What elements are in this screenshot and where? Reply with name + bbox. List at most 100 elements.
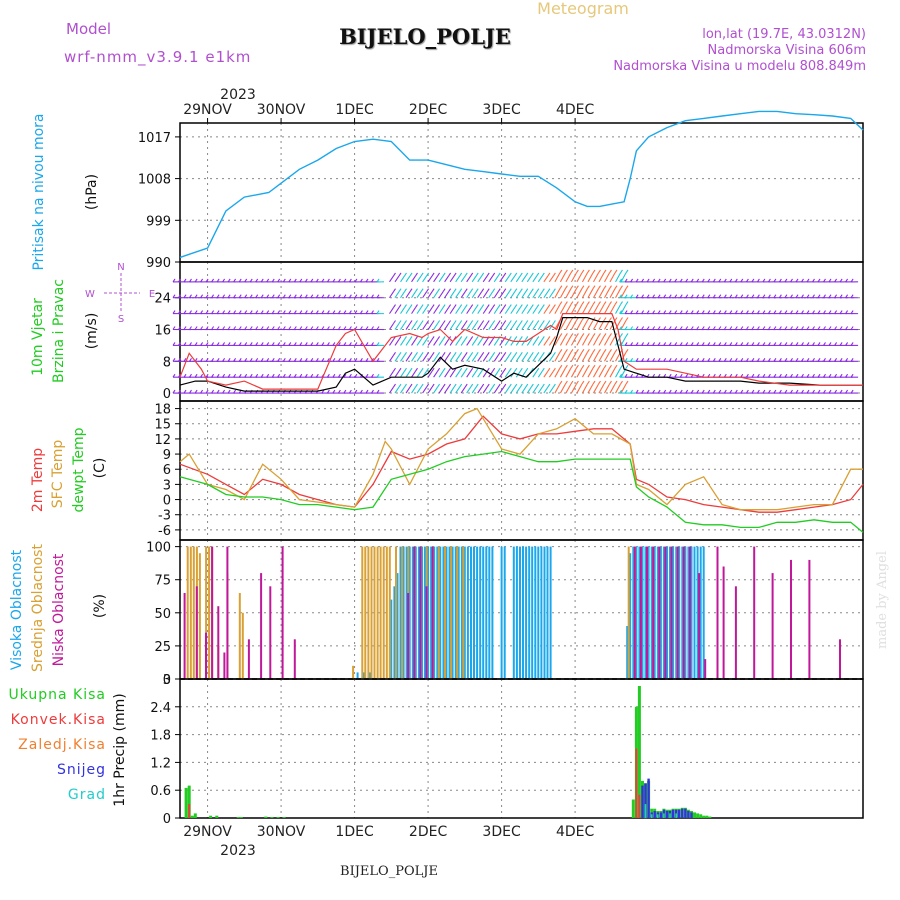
wind-barb-flag — [172, 373, 176, 378]
wind-barb-flag — [668, 389, 672, 394]
wind-barb — [405, 339, 411, 346]
wind-barb-flag — [756, 310, 760, 314]
wind-barb — [592, 320, 599, 330]
wind-barb-flag — [359, 310, 363, 314]
precip-bar-precip_total — [276, 817, 280, 818]
wind-barb — [405, 275, 411, 283]
wind-barb — [504, 291, 510, 299]
wind-barb — [565, 288, 572, 299]
y-tick-label: 0 — [163, 494, 171, 509]
wind-barb-flag — [178, 326, 181, 330]
wind-barb-flag — [828, 278, 832, 283]
wind-barb — [592, 272, 599, 283]
wind-barb-flag — [630, 357, 634, 362]
wind-barb-flag — [541, 367, 545, 372]
wind-barb-flag — [784, 389, 788, 394]
wind-barb-flag — [486, 272, 490, 277]
wind-barb-flag — [442, 351, 446, 356]
wind-barb-flag — [586, 285, 590, 290]
cloud-bar-high_cloud — [439, 546, 442, 679]
wind-barb-flag — [624, 310, 628, 314]
wind-barb-flag — [619, 294, 623, 299]
wind-barb-flag — [442, 320, 446, 324]
wind-barb-flag — [668, 310, 672, 314]
wind-barb — [554, 383, 561, 394]
wind-barb — [411, 339, 416, 346]
wind-barb-flag — [657, 342, 661, 346]
wind-barb-flag — [415, 304, 418, 308]
wind-barb-flag — [293, 373, 297, 378]
wind-barb-flag — [437, 288, 441, 293]
wind-barb — [400, 370, 405, 378]
wind-barb-flag — [674, 310, 678, 314]
wind-barb-flag — [828, 310, 832, 314]
cloud-bar-high_cloud — [684, 546, 687, 679]
wind-barb-flag — [348, 373, 352, 378]
wind-barb-flag — [598, 348, 601, 353]
wind-barb — [559, 272, 566, 283]
wind-barb-flag — [581, 348, 585, 353]
wind-barb — [416, 323, 422, 330]
wind-barb — [416, 339, 422, 346]
wind-barb — [620, 383, 627, 394]
wind-barb — [405, 323, 411, 330]
wind-barb-flag — [266, 357, 270, 362]
wind-barb-flag — [293, 342, 297, 346]
wind-barb — [581, 352, 588, 362]
pressure-unit-label: (hPa) — [84, 174, 100, 210]
wind-barb-flag — [657, 310, 661, 314]
wind-barb — [554, 288, 561, 299]
precip-bar-graupel — [675, 813, 677, 818]
wind-barb-flag — [415, 320, 418, 324]
cloud-bar-low_cloud — [670, 546, 673, 679]
wind-barb-flag — [332, 310, 336, 314]
wind-barb-flag — [663, 342, 667, 346]
cloud-bar-low_cloud — [658, 546, 661, 679]
wind-barb-flag — [310, 326, 314, 330]
wind-barb — [604, 288, 610, 299]
wind-barb — [438, 339, 444, 346]
wind-barb-flag — [806, 389, 810, 394]
wind-barb — [427, 370, 433, 378]
wind-barb-flag — [205, 278, 209, 283]
cloud-bar-low_cloud — [646, 546, 648, 679]
wind-barb-flag — [282, 278, 286, 283]
wind-barb — [504, 339, 510, 346]
precip-bar-precip_total — [209, 815, 213, 818]
wind-barb — [543, 291, 549, 299]
wind-barb — [444, 307, 450, 314]
wind-barb-flag — [547, 288, 551, 293]
wind-barb-flag — [609, 380, 612, 385]
wind-barb-flag — [718, 342, 722, 346]
wind-barb — [482, 291, 488, 299]
wind-barb-flag — [773, 326, 777, 330]
day-label-top: 4DEC — [556, 102, 595, 118]
wind-barb — [548, 291, 554, 299]
cloud-bar-high_cloud — [485, 546, 488, 679]
cloud-bar-low_cloud — [419, 546, 422, 679]
wind-barb-flag — [795, 357, 799, 362]
wind-barb — [570, 336, 577, 346]
wind-barb-flag — [172, 294, 176, 299]
precip-bar-graupel — [650, 814, 653, 818]
wind-barb — [615, 383, 621, 394]
wind-barb-flag — [222, 278, 226, 283]
wind-barb — [422, 386, 428, 394]
wind-barb — [400, 307, 405, 314]
wind-barb-flag — [359, 326, 363, 330]
cloud-bar-high_cloud — [442, 546, 445, 679]
precip-bar-precip_total — [239, 817, 243, 818]
wind-barb-flag — [614, 317, 618, 321]
wind-barb-flag — [448, 288, 452, 293]
wind-barb-flag — [354, 310, 358, 314]
wind-barb-flag — [620, 333, 623, 337]
wind-barb-flag — [260, 357, 264, 362]
wind-barb-flag — [762, 310, 766, 314]
wind-barb-flag — [609, 285, 612, 290]
cloud-bar-high_cloud — [635, 546, 638, 679]
wind-barb-flag — [288, 373, 292, 378]
wind-barb-flag — [828, 389, 832, 394]
compass-west: W — [85, 289, 95, 300]
wind-barb-flag — [227, 373, 231, 378]
wind-barb-flag — [475, 336, 479, 340]
